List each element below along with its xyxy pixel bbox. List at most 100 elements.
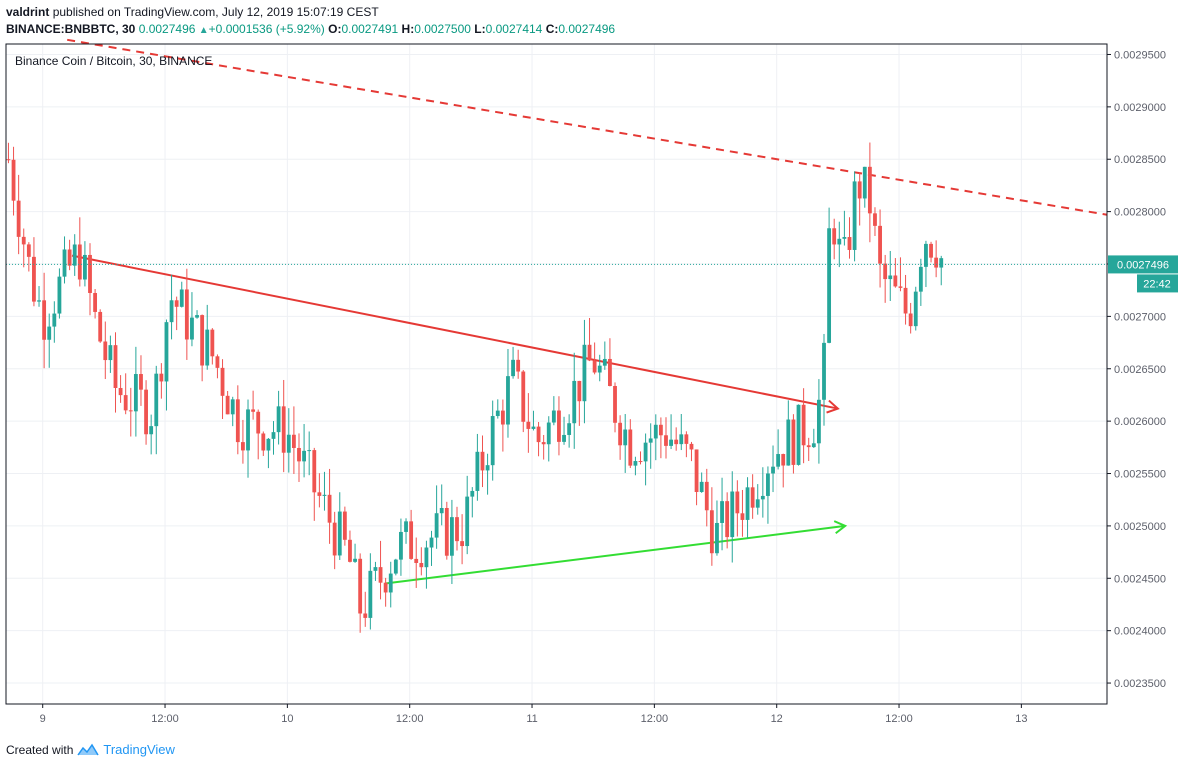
trend-lines bbox=[67, 38, 1108, 585]
candle-up bbox=[195, 315, 199, 318]
candle-down bbox=[444, 507, 449, 556]
candle-up bbox=[52, 313, 57, 327]
up-triangle-icon: ▲ bbox=[198, 25, 209, 36]
candle-up bbox=[562, 434, 566, 442]
open-value: 0.0027491 bbox=[341, 22, 399, 36]
candle-down bbox=[241, 442, 245, 451]
time-tick-label: 9 bbox=[40, 713, 46, 725]
candle-down bbox=[6, 159, 11, 161]
candle-up bbox=[307, 450, 312, 452]
candle-down bbox=[674, 439, 679, 445]
price-tick-label: 0.0023500 bbox=[1114, 678, 1166, 690]
candle-up bbox=[439, 507, 444, 514]
price-tick-label: 0.0026000 bbox=[1114, 416, 1166, 428]
candle-up bbox=[816, 399, 821, 444]
candle-up bbox=[842, 237, 847, 239]
candle-down bbox=[128, 410, 133, 412]
candle-up bbox=[353, 558, 357, 562]
candle-down bbox=[281, 406, 286, 453]
open-label: O: bbox=[328, 22, 342, 36]
author-name[interactable]: valdrint bbox=[6, 5, 50, 19]
candle-down bbox=[847, 237, 852, 250]
candle-up bbox=[572, 380, 577, 424]
low-label: L: bbox=[474, 22, 486, 36]
candle-down bbox=[689, 443, 694, 450]
last-price: 0.0027496 bbox=[138, 22, 196, 36]
candle-up bbox=[475, 451, 480, 491]
candle-down bbox=[618, 422, 623, 446]
candle-up bbox=[822, 342, 826, 400]
price-tick-label: 0.0026500 bbox=[1114, 364, 1166, 376]
candle-down bbox=[11, 159, 16, 201]
candle-down bbox=[791, 419, 796, 465]
tradingview-logo-icon bbox=[77, 743, 100, 755]
candle-down bbox=[139, 374, 143, 390]
candle-down bbox=[500, 410, 505, 425]
candle-down bbox=[312, 450, 317, 493]
close-value: 0.0027496 bbox=[558, 22, 616, 36]
candle-up bbox=[939, 258, 944, 268]
candle-down bbox=[383, 582, 388, 593]
candle-up bbox=[470, 490, 475, 497]
candle-down bbox=[98, 311, 103, 342]
chart-title: Binance Coin / Bitcoin, 30, BINANCE bbox=[15, 54, 212, 68]
time-tick-label: 12 bbox=[771, 713, 783, 725]
candle-up bbox=[495, 410, 500, 417]
candle-down bbox=[332, 522, 337, 556]
publish-info: valdrint published on TradingView.com, J… bbox=[6, 5, 379, 19]
candle-down bbox=[873, 213, 877, 226]
candle-up bbox=[602, 358, 607, 366]
candle-down bbox=[806, 445, 811, 448]
candle-up bbox=[567, 423, 572, 435]
price-tick-label: 0.0029500 bbox=[1114, 49, 1166, 61]
candle-down bbox=[235, 399, 240, 443]
candle-down bbox=[174, 300, 179, 307]
tradingview-brand[interactable]: TradingView bbox=[103, 742, 175, 757]
candle-down bbox=[934, 257, 939, 268]
candle-down bbox=[516, 359, 521, 372]
candle-down bbox=[541, 442, 546, 445]
candle-down bbox=[587, 344, 592, 361]
candle-up bbox=[179, 289, 184, 307]
candle-up bbox=[449, 517, 454, 556]
candle-up bbox=[852, 181, 857, 250]
time-tick-label: 12:00 bbox=[885, 713, 913, 725]
candle-down bbox=[740, 513, 745, 520]
candle-down bbox=[638, 461, 643, 463]
candle-down bbox=[557, 410, 561, 442]
candle-up bbox=[490, 416, 495, 466]
candle-down bbox=[16, 200, 21, 237]
candle-down bbox=[750, 487, 755, 508]
candle-up bbox=[888, 275, 893, 280]
ohlc-legend: BINANCE:BNBBTC, 30 0.0027496 ▲+0.0001536… bbox=[6, 22, 615, 36]
candle-down bbox=[32, 256, 36, 302]
candle-down bbox=[929, 243, 933, 258]
candle-down bbox=[184, 289, 189, 340]
candle-down bbox=[419, 562, 424, 568]
candle-down bbox=[215, 356, 220, 368]
candle-down bbox=[526, 421, 531, 429]
candle-down bbox=[414, 558, 419, 563]
candle-up bbox=[322, 494, 327, 496]
candle-up bbox=[72, 244, 77, 266]
candle-up bbox=[429, 537, 434, 548]
trendline-arrowhead bbox=[826, 399, 840, 414]
candle-up bbox=[623, 429, 628, 446]
candle-down bbox=[144, 389, 148, 435]
candle-down bbox=[903, 287, 908, 314]
time-axis[interactable]: 9 12:00 10 12:00 11 12:00 12 12:00 13 bbox=[40, 704, 1028, 725]
price-axis[interactable]: 0.0023500 0.0024000 0.0024500 0.0025000 0.00… bbox=[1107, 49, 1166, 690]
candle-down bbox=[256, 411, 261, 434]
high-label: H: bbox=[401, 22, 415, 36]
candle-down bbox=[113, 345, 118, 388]
candle-up bbox=[862, 166, 867, 199]
high-value: 0.0027500 bbox=[414, 22, 471, 36]
candle-down bbox=[378, 567, 383, 583]
candle-down bbox=[801, 404, 806, 446]
candle-down bbox=[26, 244, 31, 257]
candle-up bbox=[190, 317, 194, 340]
candle-up bbox=[506, 376, 510, 425]
candle-down bbox=[832, 228, 837, 245]
countdown-text: 22:42 bbox=[1143, 278, 1171, 290]
